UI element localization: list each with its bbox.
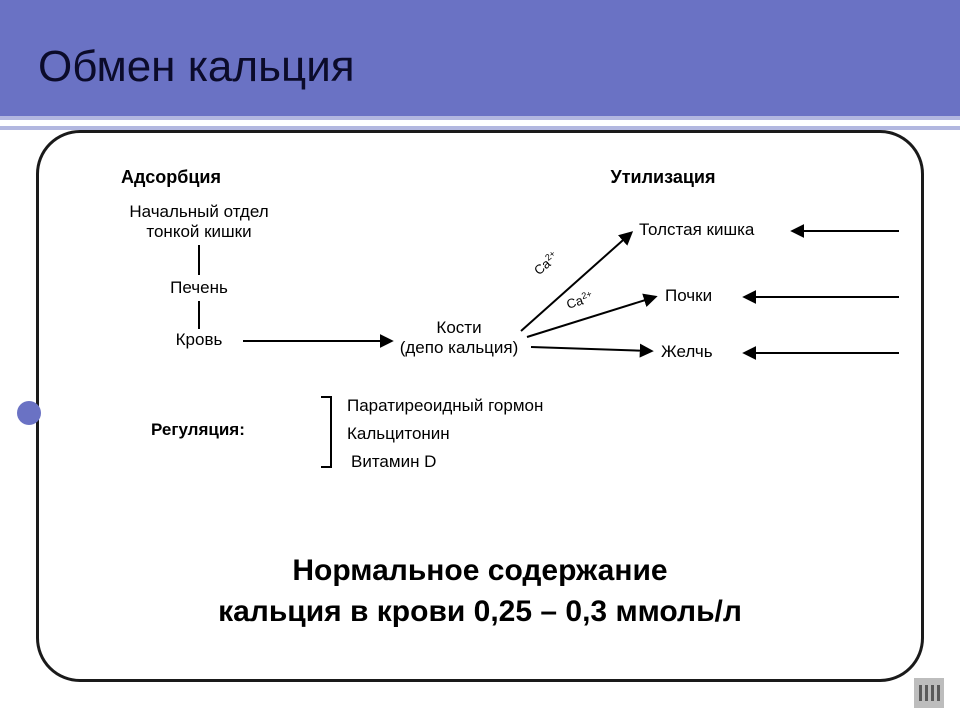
slide-title: Обмен кальция	[38, 42, 355, 92]
node-bones-l2: (депо кальция)	[400, 338, 519, 357]
svg-text:Ca2+: Ca2+	[530, 248, 561, 278]
bullet-icon	[17, 401, 41, 425]
node-liver: Печень	[170, 278, 228, 297]
label-ca-1: Ca2+	[530, 248, 561, 278]
heading-utilization: Утилизация	[611, 167, 716, 187]
edge-bones-colon	[521, 233, 631, 331]
calcium-flowchart: Адсорбция Утилизация Начальный отдел тон…	[51, 145, 915, 505]
node-pth: Паратиреоидный гормон	[347, 396, 543, 415]
node-bile: Желчь	[661, 342, 713, 361]
edge-bones-kidneys	[527, 297, 655, 337]
node-colon: Толстая кишка	[639, 220, 755, 239]
node-intestine-l2: тонкой кишки	[146, 222, 251, 241]
node-blood: Кровь	[176, 330, 223, 349]
regulation-bracket	[321, 397, 331, 467]
node-vitamin-d: Витамин D	[351, 452, 436, 471]
node-intestine-l1: Начальный отдел	[129, 202, 268, 221]
node-bones-l1: Кости	[436, 318, 481, 337]
caption-line1: Нормальное содержание	[292, 554, 667, 587]
node-calcitonin: Кальцитонин	[347, 424, 450, 443]
caption-line2: кальция в крови 0,25 – 0,3 ммоль/л	[218, 595, 742, 628]
label-ca-2: Ca2+	[564, 289, 594, 312]
slideshow-nav-icon[interactable]	[914, 678, 944, 708]
content-card: Адсорбция Утилизация Начальный отдел тон…	[36, 130, 924, 682]
title-rule	[0, 116, 960, 130]
edge-bones-bile	[531, 347, 651, 351]
svg-text:Ca2+: Ca2+	[564, 289, 594, 312]
label-regulation: Регуляция:	[151, 420, 245, 439]
heading-adsorption: Адсорбция	[121, 167, 221, 187]
node-kidneys: Почки	[665, 286, 712, 305]
caption: Нормальное содержание кальция в крови 0,…	[39, 551, 921, 632]
